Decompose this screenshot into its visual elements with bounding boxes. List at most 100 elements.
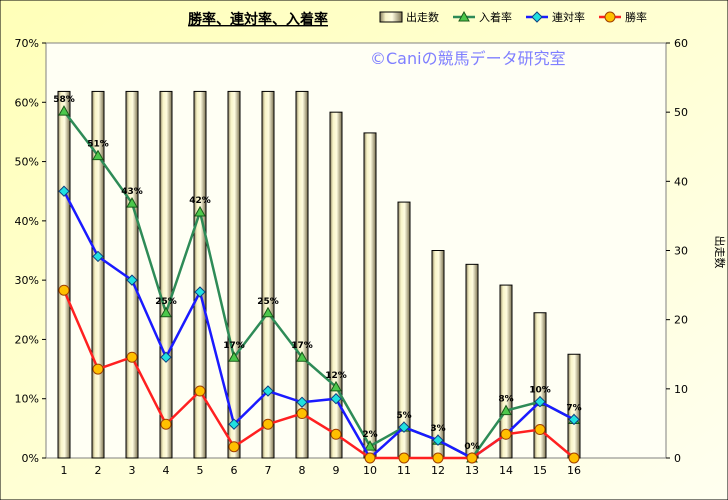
data-label: 8% xyxy=(498,395,513,405)
point xyxy=(126,197,138,208)
data-label: 17% xyxy=(291,341,313,351)
y-tick-label-left: 20% xyxy=(15,333,39,346)
point xyxy=(296,396,308,408)
point xyxy=(432,452,444,464)
x-tick-label: 4 xyxy=(163,464,170,477)
point xyxy=(92,363,104,375)
x-tick-label: 12 xyxy=(431,464,445,477)
y-tick-label-right: 10 xyxy=(674,383,688,396)
x-tick-label: 1 xyxy=(61,464,68,477)
data-label: 25% xyxy=(257,297,279,307)
watermark-text: ©Caniの競馬データ研究室 xyxy=(370,49,566,68)
data-label: 12% xyxy=(325,371,347,381)
data-label: 43% xyxy=(121,187,143,197)
y-tick-label-left: 30% xyxy=(15,274,39,287)
x-tick-label: 2 xyxy=(95,464,102,477)
data-label: 25% xyxy=(155,297,177,307)
bar xyxy=(465,263,479,459)
y-tick-label-left: 70% xyxy=(15,37,39,50)
data-label: 2% xyxy=(362,430,377,440)
legend-marker xyxy=(604,11,616,23)
bar xyxy=(227,90,241,459)
point xyxy=(58,185,70,197)
y-tick-label-right: 20 xyxy=(674,314,688,327)
point xyxy=(296,351,308,362)
point xyxy=(228,441,240,453)
x-tick-label: 7 xyxy=(265,464,272,477)
data-label: 51% xyxy=(87,140,109,150)
point xyxy=(228,351,240,362)
data-label: 5% xyxy=(396,411,411,421)
x-tick-label: 9 xyxy=(333,464,340,477)
point xyxy=(160,351,172,363)
point xyxy=(398,421,410,433)
point xyxy=(330,393,342,405)
y-axis-right-label: 出走数 xyxy=(713,236,727,269)
bar xyxy=(295,90,309,459)
x-tick-label: 11 xyxy=(397,464,411,477)
point xyxy=(58,105,70,116)
bar xyxy=(193,90,207,459)
point xyxy=(568,413,580,426)
legend-label: 勝率 xyxy=(625,10,647,24)
point xyxy=(92,250,104,263)
point xyxy=(296,408,308,420)
point xyxy=(500,428,512,440)
legend-label: 入着率 xyxy=(479,10,512,24)
bar xyxy=(533,312,547,459)
legend-label: 出走数 xyxy=(406,10,439,24)
point xyxy=(262,385,274,397)
point xyxy=(534,424,546,436)
x-tick-label: 6 xyxy=(231,464,238,477)
bar xyxy=(57,90,71,459)
y-tick-label-right: 30 xyxy=(674,245,688,258)
bar xyxy=(261,90,275,459)
bar xyxy=(329,111,343,459)
series-line xyxy=(62,289,575,460)
data-label: 7% xyxy=(566,403,581,413)
point xyxy=(262,418,274,430)
y-tick-label-left: 40% xyxy=(15,215,39,228)
point xyxy=(126,274,138,286)
data-label: 17% xyxy=(223,341,245,351)
y-tick-label-left: 60% xyxy=(15,96,39,109)
point xyxy=(58,284,70,296)
x-tick-label: 8 xyxy=(299,464,306,477)
point xyxy=(160,306,172,318)
point xyxy=(126,351,138,363)
x-tick-label: 14 xyxy=(499,464,513,477)
y-tick-label-right: 60 xyxy=(674,37,688,50)
series-line xyxy=(63,110,575,460)
data-label: 58% xyxy=(53,95,75,105)
point xyxy=(160,418,172,430)
y-tick-label-right: 40 xyxy=(674,175,688,188)
point xyxy=(534,395,546,408)
point xyxy=(364,452,376,464)
point xyxy=(194,286,206,298)
point xyxy=(92,149,104,161)
point xyxy=(398,452,410,464)
legend-swatch xyxy=(379,11,403,23)
point xyxy=(330,428,342,440)
data-label: 0% xyxy=(464,442,479,452)
point xyxy=(330,380,342,392)
point xyxy=(432,434,444,446)
y-tick-label-left: 0% xyxy=(22,452,39,465)
x-tick-label: 3 xyxy=(129,464,136,477)
point xyxy=(466,452,478,464)
legend-marker xyxy=(531,11,543,23)
x-tick-label: 13 xyxy=(465,464,479,477)
data-label: 10% xyxy=(529,386,551,396)
point xyxy=(194,385,206,397)
legend-marker xyxy=(458,10,470,22)
bar xyxy=(159,90,173,459)
data-label: 3% xyxy=(430,424,445,434)
point xyxy=(364,440,376,451)
point xyxy=(228,418,240,430)
bar xyxy=(363,132,377,459)
y-tick-label-right: 0 xyxy=(674,452,681,465)
point xyxy=(568,452,580,464)
x-tick-label: 15 xyxy=(533,464,547,477)
